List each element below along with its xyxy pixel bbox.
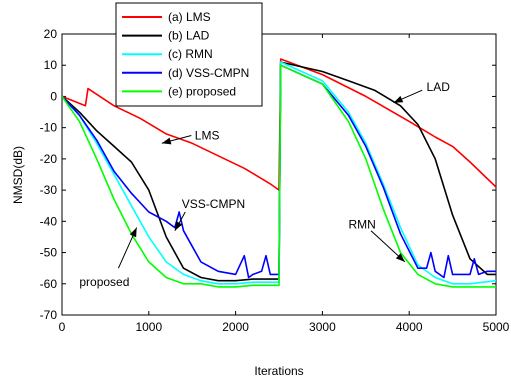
annotation-label: LMS bbox=[195, 128, 220, 142]
x-tick-label: 2000 bbox=[222, 320, 249, 334]
annotation-arrowhead bbox=[395, 253, 405, 262]
series-line-3 bbox=[62, 61, 496, 285]
y-tick-label: -50 bbox=[40, 246, 58, 260]
legend-entry: (b) LAD bbox=[168, 29, 210, 43]
annotation-label: RMN bbox=[348, 217, 375, 231]
legend-entry: (e) proposed bbox=[168, 84, 236, 98]
x-tick-label: 1000 bbox=[135, 320, 162, 334]
x-tick-label: 5000 bbox=[483, 320, 510, 334]
y-tick-label: 0 bbox=[50, 89, 57, 103]
y-tick-label: -40 bbox=[40, 214, 58, 228]
annotation-arrowhead bbox=[174, 221, 183, 231]
y-tick-label: 10 bbox=[44, 58, 58, 72]
annotation-label: proposed bbox=[79, 275, 129, 289]
y-tick-label: -10 bbox=[40, 121, 58, 135]
annotation-arrowhead bbox=[129, 227, 137, 238]
y-axis-ticks: 20 10 0 -10 -20 -30 -40 -50 -60 -70 bbox=[40, 27, 496, 322]
series-line-1 bbox=[62, 58, 496, 191]
y-axis-label: NMSD(dB) bbox=[11, 146, 25, 204]
x-tick-label: 3000 bbox=[309, 320, 336, 334]
x-tick-label: 0 bbox=[59, 320, 66, 334]
series-line-4 bbox=[62, 64, 496, 279]
y-tick-label: 20 bbox=[44, 27, 58, 41]
series-line-2 bbox=[62, 61, 496, 282]
annotation-arrowhead bbox=[161, 137, 172, 145]
legend-entry: (c) RMN bbox=[168, 47, 213, 61]
y-tick-label: -60 bbox=[40, 277, 58, 291]
y-tick-label: -70 bbox=[40, 308, 58, 322]
annotation-label: VSS-CMPN bbox=[182, 197, 245, 211]
y-tick-label: -30 bbox=[40, 183, 58, 197]
x-tick-label: 4000 bbox=[396, 320, 423, 334]
annotation-arrowhead bbox=[393, 95, 404, 103]
annotation-label: LAD bbox=[427, 80, 451, 94]
legend-entry: (a) LMS bbox=[168, 10, 211, 24]
x-axis-ticks: 0 1000 2000 3000 4000 5000 bbox=[59, 34, 510, 334]
legend: (a) LMS (b) LAD (c) RMN (d) VSS-CMPN (e) pro… bbox=[115, 2, 263, 107]
legend-entry: (d) VSS-CMPN bbox=[168, 66, 249, 80]
y-tick-label: -20 bbox=[40, 152, 58, 166]
x-axis-label: Iterations bbox=[254, 364, 303, 378]
annotations: LMS LAD VSS-CMPN RMN proposed bbox=[79, 80, 450, 289]
